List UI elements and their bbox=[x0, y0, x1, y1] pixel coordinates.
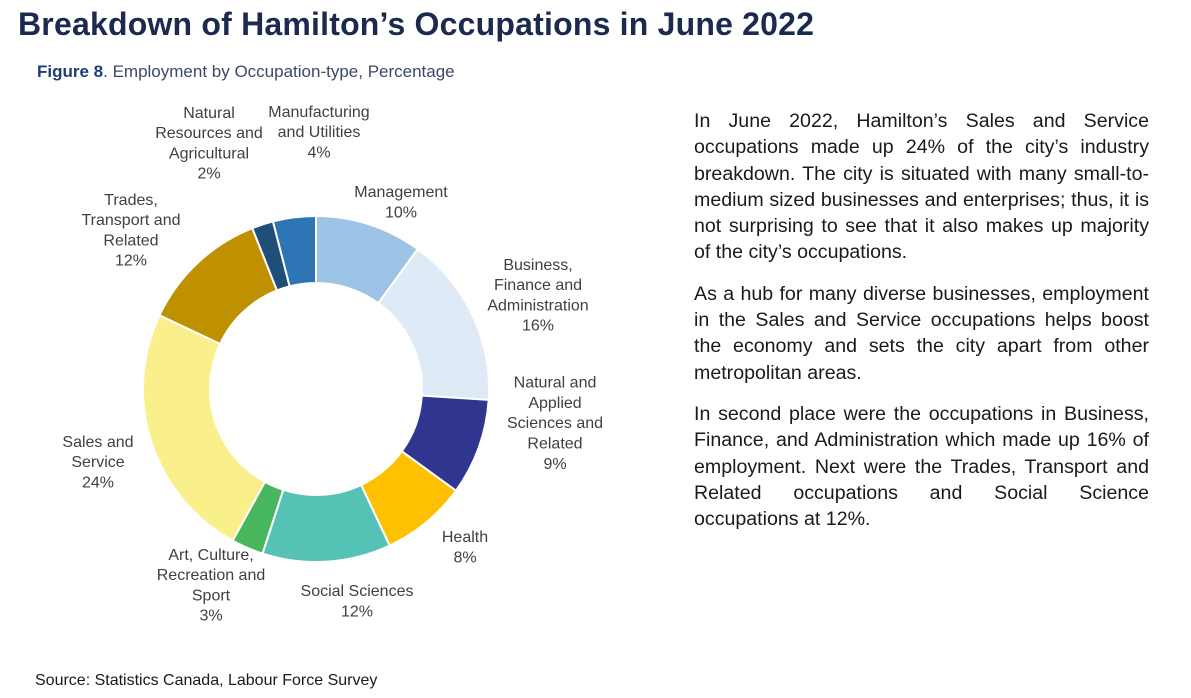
slice-value: 24% bbox=[82, 475, 114, 492]
paragraph-1: In June 2022, Hamilton’s Sales and Servi… bbox=[694, 110, 1149, 264]
slice-label: Management 10% bbox=[354, 184, 448, 221]
slice-name: Management bbox=[354, 184, 448, 201]
slice-label: Health 8% bbox=[442, 529, 488, 566]
slice-name: Finance and bbox=[494, 277, 582, 294]
slice-name: Recreation and bbox=[157, 567, 266, 584]
slice-name: Sciences and bbox=[507, 415, 603, 432]
slice-name: Social Sciences bbox=[301, 583, 414, 600]
slice-value: 2% bbox=[197, 166, 220, 183]
slice-name: Natural bbox=[183, 105, 235, 122]
figure-caption-text: . Employment by Occupation-type, Percent… bbox=[103, 62, 455, 81]
slice-name: Sport bbox=[192, 587, 231, 604]
occupation-donut-chart: Management 10% Business, Finance and Adminis… bbox=[62, 104, 603, 625]
slice-value: 12% bbox=[341, 603, 373, 620]
slice-value: 9% bbox=[543, 456, 566, 473]
slice-name: and Utilities bbox=[278, 124, 361, 141]
slice-name: Service bbox=[71, 454, 124, 471]
slice-name: Resources and bbox=[155, 125, 263, 142]
paragraph-2: As a hub for many diverse businesses, em… bbox=[694, 282, 1149, 384]
slice-name: Administration bbox=[487, 297, 588, 314]
donut-slice bbox=[142, 314, 267, 542]
slice-name: Health bbox=[442, 529, 488, 546]
slice-value: 10% bbox=[385, 204, 417, 221]
slice-name: Sales and bbox=[62, 434, 133, 451]
slice-name: Manufacturing bbox=[268, 104, 369, 121]
slice-value: 8% bbox=[453, 549, 476, 566]
slice-name: Transport and bbox=[81, 212, 180, 229]
slice-name: Art, Culture, bbox=[168, 547, 253, 564]
commentary: In June 2022, Hamilton’s Sales and Servi… bbox=[694, 108, 1149, 547]
slice-name: Business, bbox=[503, 257, 572, 274]
paragraph-3: In second place were the occupations in … bbox=[694, 402, 1149, 531]
slice-value: 4% bbox=[307, 145, 330, 162]
slice-label: Natural Resources and Agricultural 2% bbox=[155, 105, 263, 183]
figure-number: Figure 8 bbox=[37, 62, 104, 81]
figure-caption: Figure 8. Employment by Occupation-type,… bbox=[37, 62, 455, 82]
source-note: Source: Statistics Canada, Labour Force … bbox=[35, 672, 378, 689]
slice-value: 16% bbox=[522, 318, 554, 335]
slice-name: Related bbox=[527, 436, 582, 453]
slice-name: Agricultural bbox=[169, 145, 249, 162]
slice-value: 3% bbox=[199, 608, 222, 625]
slice-name: Applied bbox=[528, 395, 581, 412]
slice-label: Manufacturing and Utilities 4% bbox=[268, 104, 369, 162]
slice-label: Social Sciences 12% bbox=[301, 583, 414, 620]
slice-label: Natural and Applied Sciences and Related 9% bbox=[507, 375, 603, 473]
slice-name: Natural and bbox=[514, 375, 597, 392]
slice-label: Sales and Service 24% bbox=[62, 434, 133, 492]
slice-name: Related bbox=[103, 232, 158, 249]
slice-label: Business, Finance and Administration 16% bbox=[487, 257, 588, 335]
donut-slice bbox=[271, 214, 317, 288]
page-title: Breakdown of Hamilton’s Occupations in J… bbox=[18, 6, 815, 42]
slice-label: Art, Culture, Recreation and Sport 3% bbox=[157, 547, 266, 625]
slice-label: Trades, Transport and Related 12% bbox=[81, 192, 180, 270]
slice-name: Trades, bbox=[104, 192, 158, 209]
slice-value: 12% bbox=[115, 253, 147, 270]
